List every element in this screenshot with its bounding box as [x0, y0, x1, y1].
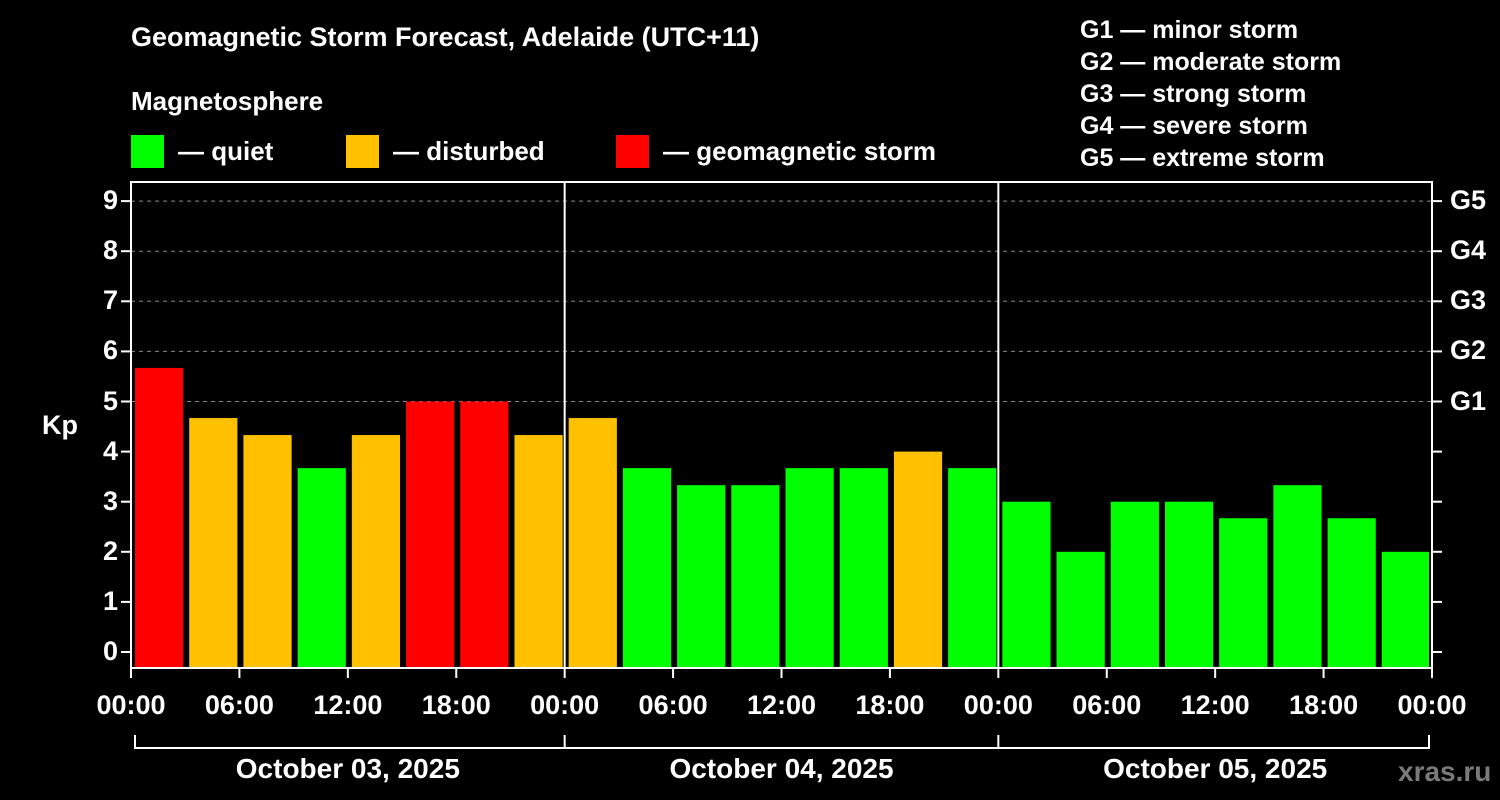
legend-disturbed: — disturbed [346, 134, 545, 168]
g-tick-label: G2 [1450, 335, 1487, 366]
g2-description: G2 — moderate storm [1080, 48, 1342, 76]
x-tick-label: 18:00 [1289, 690, 1359, 720]
kp-bar [514, 435, 563, 668]
x-tick-label: 12:00 [746, 690, 817, 720]
kp-bar [785, 468, 834, 668]
y-tick-label: 9 [102, 185, 118, 216]
legend-quiet-label: — quiet [178, 135, 274, 166]
g-tick-label: G4 [1450, 235, 1487, 266]
g-tick-label: G5 [1450, 185, 1487, 216]
kp-bar [1110, 501, 1159, 668]
g3-description: G3 — strong storm [1080, 80, 1307, 108]
kp-bar [1002, 501, 1051, 668]
date-label: October 04, 2025 [669, 753, 894, 784]
x-tick-label: 18:00 [421, 690, 491, 720]
x-tick-label: 00:00 [963, 690, 1033, 720]
x-tick-label: 18:00 [855, 690, 925, 720]
kp-bar [1219, 518, 1268, 668]
kp-bar [406, 401, 455, 668]
kp-bar [622, 468, 672, 668]
x-tick-label: 00:00 [1397, 690, 1467, 720]
x-tick-label: 06:00 [1072, 690, 1142, 720]
kp-bar [135, 367, 184, 668]
kp-bar [297, 468, 346, 668]
y-tick-label: 0 [102, 636, 118, 666]
kp-bar [1273, 485, 1322, 668]
g5-description: G5 — extreme storm [1080, 144, 1325, 172]
kp-bar [839, 468, 888, 668]
date-bracket [134, 735, 1430, 749]
quiet-swatch-icon [131, 134, 164, 168]
y-tick-label: 7 [102, 285, 118, 316]
kp-bar [568, 418, 617, 668]
y-tick-label: 6 [102, 335, 118, 366]
y-tick-label: 8 [102, 235, 118, 266]
kp-bar [948, 468, 997, 668]
x-tick-label: 06:00 [204, 690, 274, 720]
legend-disturbed-label: — disturbed [393, 135, 545, 166]
kp-bar [1327, 518, 1376, 668]
y-tick-label: 2 [102, 535, 118, 566]
y-axis-label: Kp [42, 410, 78, 440]
kp-bar [1381, 551, 1429, 668]
legend-quiet: — quiet [131, 134, 273, 168]
date-label: October 05, 2025 [1103, 753, 1328, 784]
kp-bar [893, 451, 943, 668]
x-tick-label: 00:00 [530, 690, 600, 720]
g-scale-legend: G1 — minor storm G2 — moderate storm G3 … [1080, 14, 1341, 174]
kp-bar [460, 401, 509, 668]
kp-bar [1056, 551, 1105, 668]
g-tick-label: G1 [1450, 385, 1487, 416]
y-tick-label: 4 [102, 435, 118, 466]
y-tick-label: 5 [102, 385, 118, 416]
kp-bar [351, 435, 401, 668]
legend-storm-label: — geomagnetic storm [663, 135, 937, 166]
g1-description: G1 — minor storm [1080, 16, 1299, 44]
legend-storm: — geomagnetic storm [616, 134, 936, 168]
x-tick-label: 12:00 [1180, 690, 1250, 720]
x-tick-label: 06:00 [638, 690, 708, 720]
kp-bar [677, 485, 726, 668]
chart-title: Geomagnetic Storm Forecast, Adelaide (UT… [131, 22, 760, 52]
storm-swatch-icon [616, 134, 649, 168]
legend-subtitle: Magnetosphere [131, 86, 324, 116]
g-tick-label: G3 [1450, 285, 1487, 316]
x-tick-label: 12:00 [313, 690, 383, 720]
disturbed-swatch-icon [346, 134, 379, 168]
kp-bar [731, 485, 780, 668]
kp-bar [1164, 501, 1214, 668]
date-label: October 03, 2025 [235, 753, 460, 784]
g4-description: G4 — severe storm [1080, 112, 1308, 140]
y-tick-label: 3 [102, 485, 118, 516]
kp-bar [243, 435, 292, 668]
kp-bar [189, 418, 238, 668]
x-tick-label: 00:00 [96, 690, 166, 720]
watermark: xras.ru [1398, 756, 1492, 787]
y-tick-label: 1 [102, 585, 118, 616]
